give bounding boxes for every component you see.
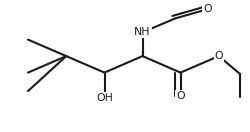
Text: O: O — [203, 4, 212, 14]
Text: OH: OH — [96, 93, 113, 103]
Text: NH: NH — [134, 27, 151, 37]
Text: O: O — [214, 51, 223, 61]
Text: O: O — [176, 91, 185, 101]
